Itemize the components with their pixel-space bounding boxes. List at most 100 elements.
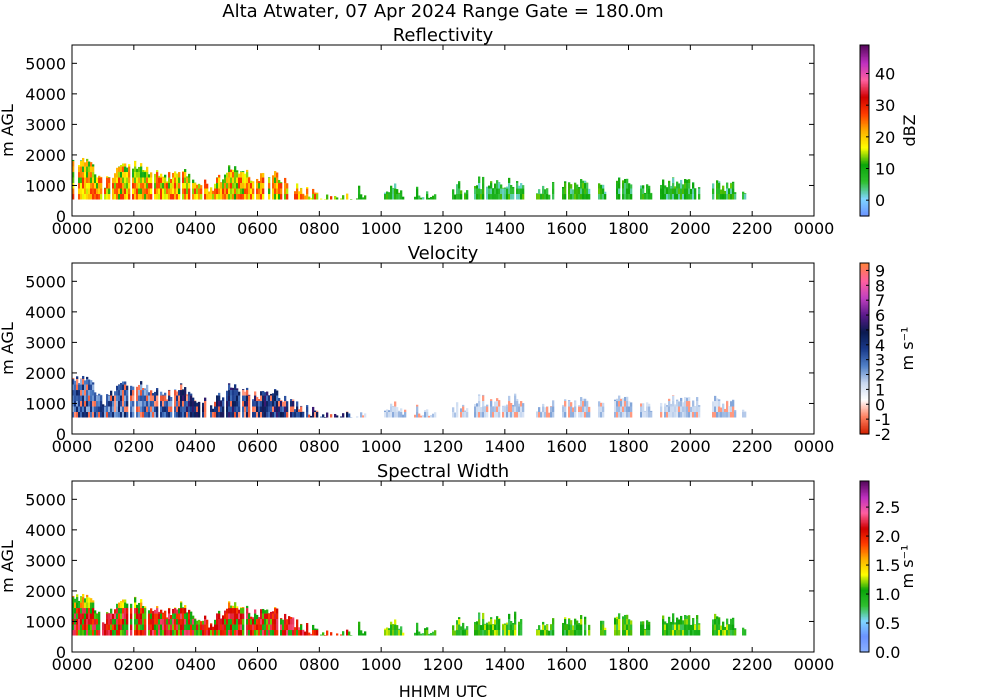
heatmap-cell — [488, 188, 491, 195]
heatmap-cell — [172, 188, 175, 195]
heatmap-cell — [490, 183, 493, 189]
heatmap-cell — [744, 630, 747, 636]
heatmap-cell — [716, 194, 719, 200]
heatmap-cell — [274, 172, 277, 178]
heatmap-cell — [178, 390, 181, 396]
heatmap-cell — [236, 406, 239, 413]
heatmap-cell — [542, 188, 545, 195]
heatmap-cell — [732, 412, 735, 418]
heatmap-cell — [220, 194, 223, 200]
heatmap-cell — [194, 406, 197, 413]
heatmap-cell — [296, 406, 299, 413]
heatmap-cell — [670, 630, 673, 636]
heatmap-cell — [260, 194, 263, 200]
colorbar-swatch — [860, 643, 869, 646]
heatmap-cell — [112, 183, 115, 189]
heatmap-cell — [568, 188, 571, 195]
heatmap-cell — [574, 188, 577, 195]
heatmap-cell — [716, 630, 719, 636]
heatmap-cell — [138, 412, 141, 418]
heatmap-cell — [148, 610, 151, 614]
heatmap-cell — [686, 397, 689, 402]
heatmap-cell — [120, 613, 123, 620]
heatmap-cell — [680, 401, 683, 407]
heatmap-cell — [274, 613, 277, 620]
heatmap-cell — [94, 188, 97, 195]
heatmap-cell — [616, 183, 619, 189]
heatmap-cell — [76, 608, 79, 614]
heatmap-cell — [268, 406, 271, 413]
colorbar-swatch — [860, 84, 869, 87]
heatmap-cell — [174, 188, 177, 195]
heatmap-cell — [182, 188, 185, 195]
heatmap-cell — [230, 630, 233, 636]
colorbar-tick-label: 7 — [875, 291, 885, 310]
colorbar-swatch — [860, 569, 869, 572]
heatmap-cell — [516, 194, 519, 200]
heatmap-cell — [266, 630, 269, 636]
heatmap-cell — [218, 630, 221, 636]
heatmap-cell — [542, 406, 545, 413]
heatmap-cell — [296, 401, 299, 407]
x-tick-label: 0400 — [175, 437, 216, 456]
heatmap-cell — [248, 612, 251, 614]
heatmap-cell — [88, 406, 91, 413]
heatmap-cell — [694, 412, 697, 418]
heatmap-cell — [150, 624, 153, 631]
heatmap-cell — [78, 602, 81, 609]
heatmap-cell — [276, 183, 279, 189]
heatmap-cell — [324, 635, 327, 636]
heatmap-cell — [664, 624, 667, 631]
heatmap-cell — [276, 613, 279, 620]
heatmap-cell — [402, 414, 405, 418]
heatmap-cell — [546, 412, 549, 418]
y-tick-label: 2000 — [25, 146, 66, 165]
colorbar-swatch — [860, 523, 869, 526]
colorbar-swatch — [860, 150, 869, 153]
heatmap-cell — [742, 191, 745, 195]
heatmap-cell — [166, 188, 169, 195]
heatmap-cell — [116, 183, 119, 189]
heatmap-cell — [268, 188, 271, 195]
heatmap-cell — [220, 406, 223, 413]
heatmap-cell — [572, 189, 575, 195]
heatmap-cell — [146, 395, 149, 402]
heatmap-cell — [86, 177, 89, 184]
colorbar-swatch — [860, 50, 869, 53]
heatmap-cell — [244, 183, 247, 189]
heatmap-cell — [82, 390, 85, 396]
heatmap-cell — [270, 613, 273, 620]
heatmap-cell — [96, 188, 99, 195]
heatmap-cell — [164, 610, 167, 614]
heatmap-cell — [76, 412, 79, 418]
heatmap-cell — [730, 400, 733, 402]
heatmap-cell — [668, 406, 671, 413]
colorbar-tick-label: 5 — [875, 321, 885, 340]
heatmap-cell — [142, 177, 145, 184]
heatmap-cell — [210, 630, 213, 636]
colorbar-swatch — [860, 519, 869, 522]
heatmap-cell — [88, 619, 91, 625]
heatmap-cell — [86, 624, 89, 631]
heatmap-cell — [488, 194, 491, 200]
heatmap-cell — [106, 613, 109, 620]
heatmap-cell — [182, 630, 185, 636]
colorbar-swatch — [860, 429, 869, 432]
heatmap-cell — [506, 186, 509, 189]
heatmap-cell — [400, 194, 403, 200]
heatmap-cell — [508, 613, 511, 620]
colorbar-swatch — [860, 338, 869, 341]
heatmap-cell — [306, 194, 309, 200]
colorbar-swatch — [860, 281, 869, 284]
heatmap-cell — [144, 395, 147, 402]
heatmap-cell — [478, 619, 481, 625]
heatmap-cell — [176, 194, 179, 200]
heatmap-cell — [674, 404, 677, 407]
heatmap-cell — [268, 177, 271, 178]
heatmap-cell — [584, 188, 587, 195]
heatmap-cell — [92, 406, 95, 413]
heatmap-cell — [616, 624, 619, 631]
colorbar-swatch — [860, 489, 869, 492]
heatmap-cell — [98, 177, 101, 184]
heatmap-cell — [674, 622, 677, 625]
